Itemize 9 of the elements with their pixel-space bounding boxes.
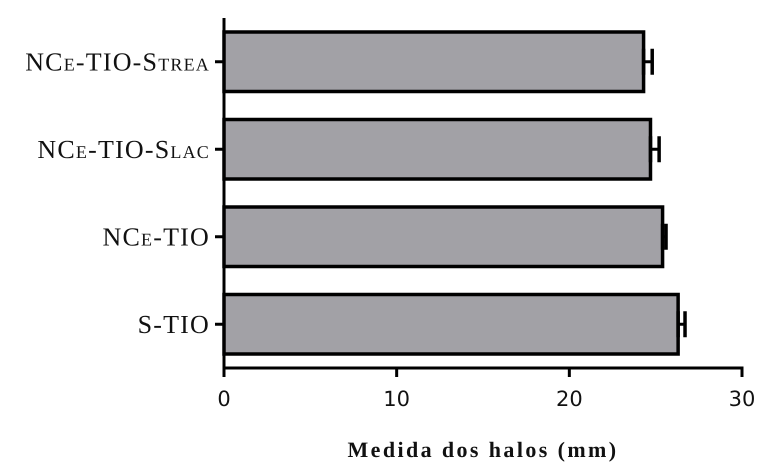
x-tick-label: 10 bbox=[383, 387, 410, 411]
y-tick-label: NCe-TIO-Strea bbox=[25, 47, 210, 76]
x-axis-title: Medida dos halos (mm) bbox=[347, 437, 619, 462]
y-tick-label: NCe-TIO bbox=[102, 222, 210, 252]
x-tick-label: 0 bbox=[217, 387, 231, 411]
y-tick-label: NCe-TIO-Slac bbox=[37, 134, 210, 164]
x-tick-label: 30 bbox=[728, 387, 756, 411]
x-tick-label: 20 bbox=[556, 387, 583, 411]
y-tick-label: S-TIO bbox=[138, 310, 210, 339]
